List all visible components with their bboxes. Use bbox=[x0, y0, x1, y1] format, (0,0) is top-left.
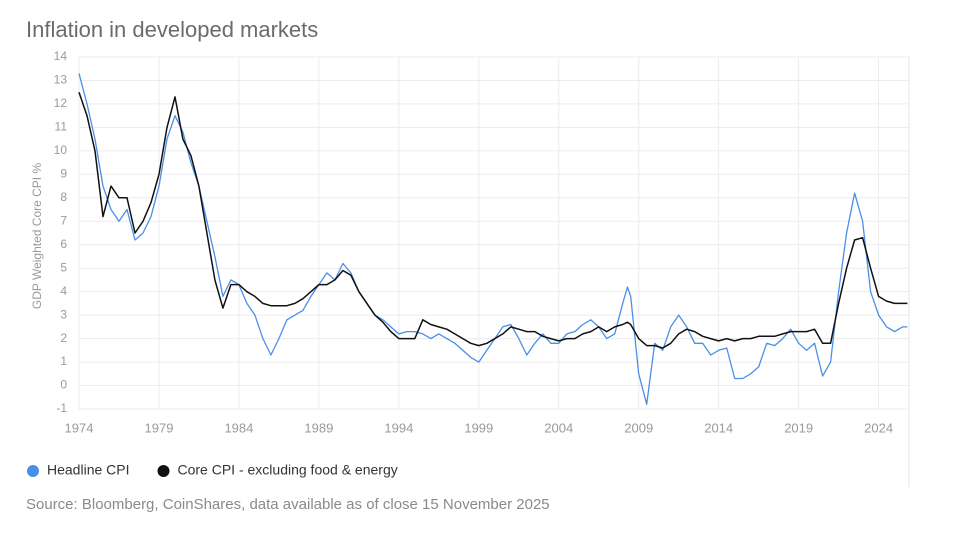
y-tick-label: 10 bbox=[54, 143, 68, 157]
series-line bbox=[78, 91, 908, 349]
x-tick-label: 2024 bbox=[864, 420, 893, 435]
y-tick-label: 3 bbox=[60, 307, 67, 321]
x-tick-label: 1999 bbox=[464, 420, 493, 435]
y-tick-label: 0 bbox=[60, 378, 67, 392]
x-tick-label: 1984 bbox=[224, 420, 253, 435]
y-tick-label: 7 bbox=[60, 213, 67, 227]
legend-marker bbox=[27, 465, 39, 477]
x-tick-label: 2014 bbox=[704, 420, 733, 435]
y-tick-label: 1 bbox=[60, 354, 67, 368]
y-axis-label: GDP Weighted Core CPI % bbox=[30, 163, 44, 310]
x-tick-label: 1994 bbox=[384, 420, 413, 435]
y-tick-label: 2 bbox=[60, 331, 67, 345]
y-tick-label: 12 bbox=[54, 96, 68, 110]
y-tick-label: -1 bbox=[56, 401, 67, 415]
y-tick-label: 9 bbox=[60, 167, 67, 181]
y-tick-label: 11 bbox=[55, 120, 68, 134]
source: Source: Bloomberg, CoinShares, data avai… bbox=[26, 496, 550, 513]
y-tick-label: 5 bbox=[60, 260, 67, 274]
y-tick-label: 6 bbox=[60, 237, 67, 251]
x-tick-label: 1979 bbox=[145, 420, 174, 435]
x-tick-label: 2004 bbox=[544, 420, 573, 435]
y-tick-label: 14 bbox=[54, 49, 68, 63]
chart-title: Inflation in developed markets bbox=[26, 17, 318, 42]
legend-marker bbox=[157, 465, 170, 477]
x-tick-label: 2009 bbox=[624, 420, 653, 435]
y-tick-label: 8 bbox=[60, 190, 67, 204]
x-tick-label: 1989 bbox=[304, 420, 333, 435]
series-line bbox=[78, 73, 908, 405]
x-tick-label: 2019 bbox=[784, 420, 813, 435]
y-tick-label: 4 bbox=[60, 284, 67, 298]
y-tick-label: 13 bbox=[54, 73, 68, 87]
legend-label: Core CPI - excluding food & energy bbox=[178, 462, 398, 478]
legend-label: Headline CPI bbox=[47, 462, 130, 478]
x-tick-label: 1974 bbox=[65, 420, 94, 435]
